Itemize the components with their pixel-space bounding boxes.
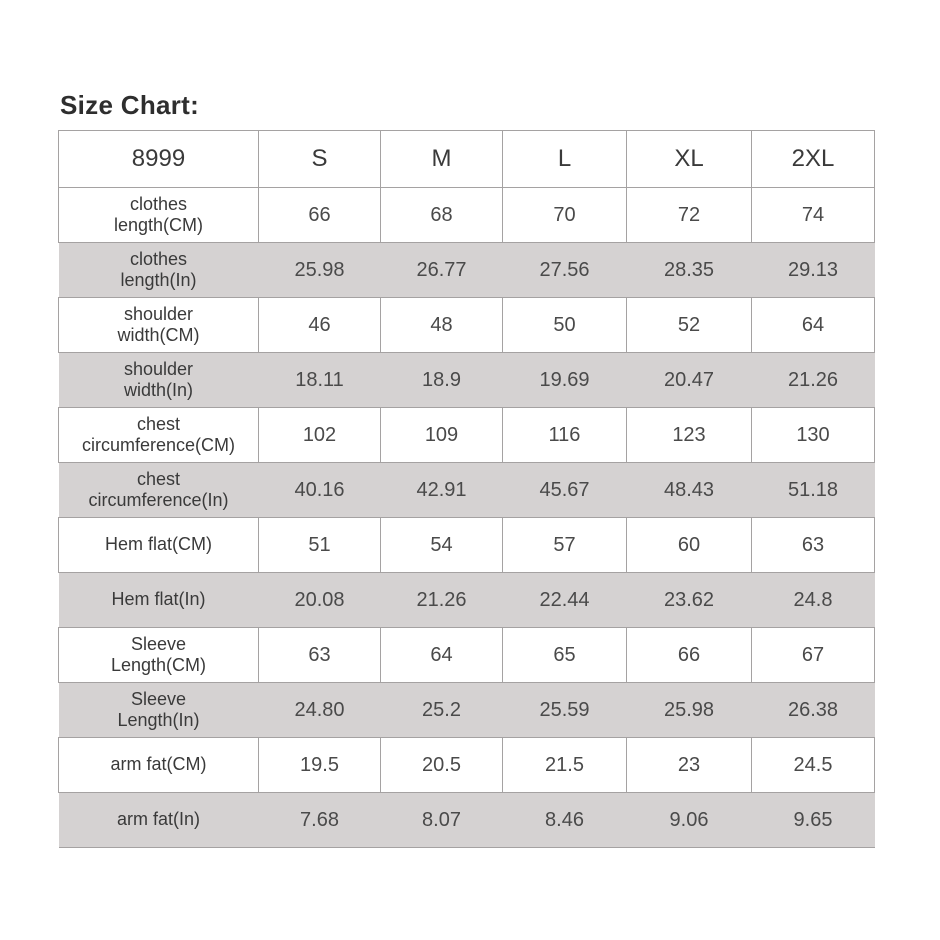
value-cell: 52: [626, 297, 752, 353]
value-cell: 24.80: [258, 682, 381, 738]
table-row-chest-circumference-cm: chest circumference(CM) 102 109 116 123 …: [58, 407, 875, 463]
row-label-cell: Hem flat(CM): [58, 517, 259, 573]
value-cell: 130: [751, 407, 875, 463]
row-label-cell: Sleeve Length(CM): [58, 627, 259, 683]
value-cell: 23: [626, 737, 752, 793]
value-cell: 25.2: [380, 682, 503, 738]
value-cell: 63: [258, 627, 381, 683]
table-row-clothes-length-cm: clothes length(CM) 66 68 70 72 74: [58, 187, 875, 243]
value-cell: 27.56: [502, 242, 627, 298]
value-cell: 60: [626, 517, 752, 573]
header-cell-size-xl: XL: [626, 130, 752, 188]
value-cell: 51.18: [751, 462, 875, 518]
value-cell: 26.77: [380, 242, 503, 298]
value-cell: 45.67: [502, 462, 627, 518]
value-cell: 21.26: [380, 572, 503, 628]
row-label-cell: clothes length(In): [58, 242, 259, 298]
row-label-cell: arm fat(CM): [58, 737, 259, 793]
value-cell: 22.44: [502, 572, 627, 628]
page-container: Size Chart: 8999 S M L XL 2XL clothes le…: [58, 90, 875, 848]
table-row-sleeve-length-in: Sleeve Length(In) 24.80 25.2 25.59 25.98…: [58, 682, 875, 738]
value-cell: 26.38: [751, 682, 875, 738]
value-cell: 65: [502, 627, 627, 683]
table-row-arm-fat-in: arm fat(In) 7.68 8.07 8.46 9.06 9.65: [58, 792, 875, 848]
value-cell: 74: [751, 187, 875, 243]
value-cell: 21.5: [502, 737, 627, 793]
value-cell: 67: [751, 627, 875, 683]
value-cell: 24.5: [751, 737, 875, 793]
value-cell: 23.62: [626, 572, 752, 628]
header-cell-size-s: S: [258, 130, 381, 188]
value-cell: 66: [258, 187, 381, 243]
row-label-cell: Hem flat(In): [58, 572, 259, 628]
value-cell: 102: [258, 407, 381, 463]
value-cell: 116: [502, 407, 627, 463]
header-cell-size-2xl: 2XL: [751, 130, 875, 188]
value-cell: 64: [751, 297, 875, 353]
value-cell: 8.46: [502, 792, 627, 848]
table-row-shoulder-width-cm: shoulder width(CM) 46 48 50 52 64: [58, 297, 875, 353]
value-cell: 9.65: [751, 792, 875, 848]
value-cell: 63: [751, 517, 875, 573]
value-cell: 25.98: [626, 682, 752, 738]
row-label-cell: Sleeve Length(In): [58, 682, 259, 738]
value-cell: 25.59: [502, 682, 627, 738]
row-label-cell: shoulder width(In): [58, 352, 259, 408]
value-cell: 24.8: [751, 572, 875, 628]
row-label-cell: shoulder width(CM): [58, 297, 259, 353]
row-label-cell: chest circumference(In): [58, 462, 259, 518]
value-cell: 123: [626, 407, 752, 463]
value-cell: 109: [380, 407, 503, 463]
value-cell: 40.16: [258, 462, 381, 518]
value-cell: 25.98: [258, 242, 381, 298]
header-cell-size-l: L: [502, 130, 627, 188]
value-cell: 42.91: [380, 462, 503, 518]
row-label-cell: clothes length(CM): [58, 187, 259, 243]
value-cell: 46: [258, 297, 381, 353]
page-title: Size Chart:: [60, 90, 200, 120]
value-cell: 66: [626, 627, 752, 683]
value-cell: 29.13: [751, 242, 875, 298]
value-cell: 64: [380, 627, 503, 683]
row-label-cell: arm fat(In): [58, 792, 259, 848]
table-row-clothes-length-in: clothes length(In) 25.98 26.77 27.56 28.…: [58, 242, 875, 298]
table-row-arm-fat-cm: arm fat(CM) 19.5 20.5 21.5 23 24.5: [58, 737, 875, 793]
value-cell: 7.68: [258, 792, 381, 848]
table-row-chest-circumference-in: chest circumference(In) 40.16 42.91 45.6…: [58, 462, 875, 518]
value-cell: 50: [502, 297, 627, 353]
value-cell: 8.07: [380, 792, 503, 848]
value-cell: 9.06: [626, 792, 752, 848]
value-cell: 70: [502, 187, 627, 243]
header-cell-size-m: M: [380, 130, 503, 188]
table-row-shoulder-width-in: shoulder width(In) 18.11 18.9 19.69 20.4…: [58, 352, 875, 408]
value-cell: 68: [380, 187, 503, 243]
value-cell: 72: [626, 187, 752, 243]
value-cell: 19.69: [502, 352, 627, 408]
value-cell: 18.9: [380, 352, 503, 408]
value-cell: 21.26: [751, 352, 875, 408]
value-cell: 51: [258, 517, 381, 573]
table-row-sleeve-length-cm: Sleeve Length(CM) 63 64 65 66 67: [58, 627, 875, 683]
value-cell: 48: [380, 297, 503, 353]
table-row-hem-flat-in: Hem flat(In) 20.08 21.26 22.44 23.62 24.…: [58, 572, 875, 628]
value-cell: 19.5: [258, 737, 381, 793]
value-cell: 48.43: [626, 462, 752, 518]
value-cell: 57: [502, 517, 627, 573]
header-cell-model: 8999: [58, 130, 259, 188]
value-cell: 54: [380, 517, 503, 573]
value-cell: 20.47: [626, 352, 752, 408]
value-cell: 20.08: [258, 572, 381, 628]
value-cell: 20.5: [380, 737, 503, 793]
row-label-cell: chest circumference(CM): [58, 407, 259, 463]
value-cell: 28.35: [626, 242, 752, 298]
size-chart-table: 8999 S M L XL 2XL clothes length(CM) 66 …: [58, 130, 875, 848]
value-cell: 18.11: [258, 352, 381, 408]
table-row-hem-flat-cm: Hem flat(CM) 51 54 57 60 63: [58, 517, 875, 573]
header-row: 8999 S M L XL 2XL: [58, 130, 875, 188]
